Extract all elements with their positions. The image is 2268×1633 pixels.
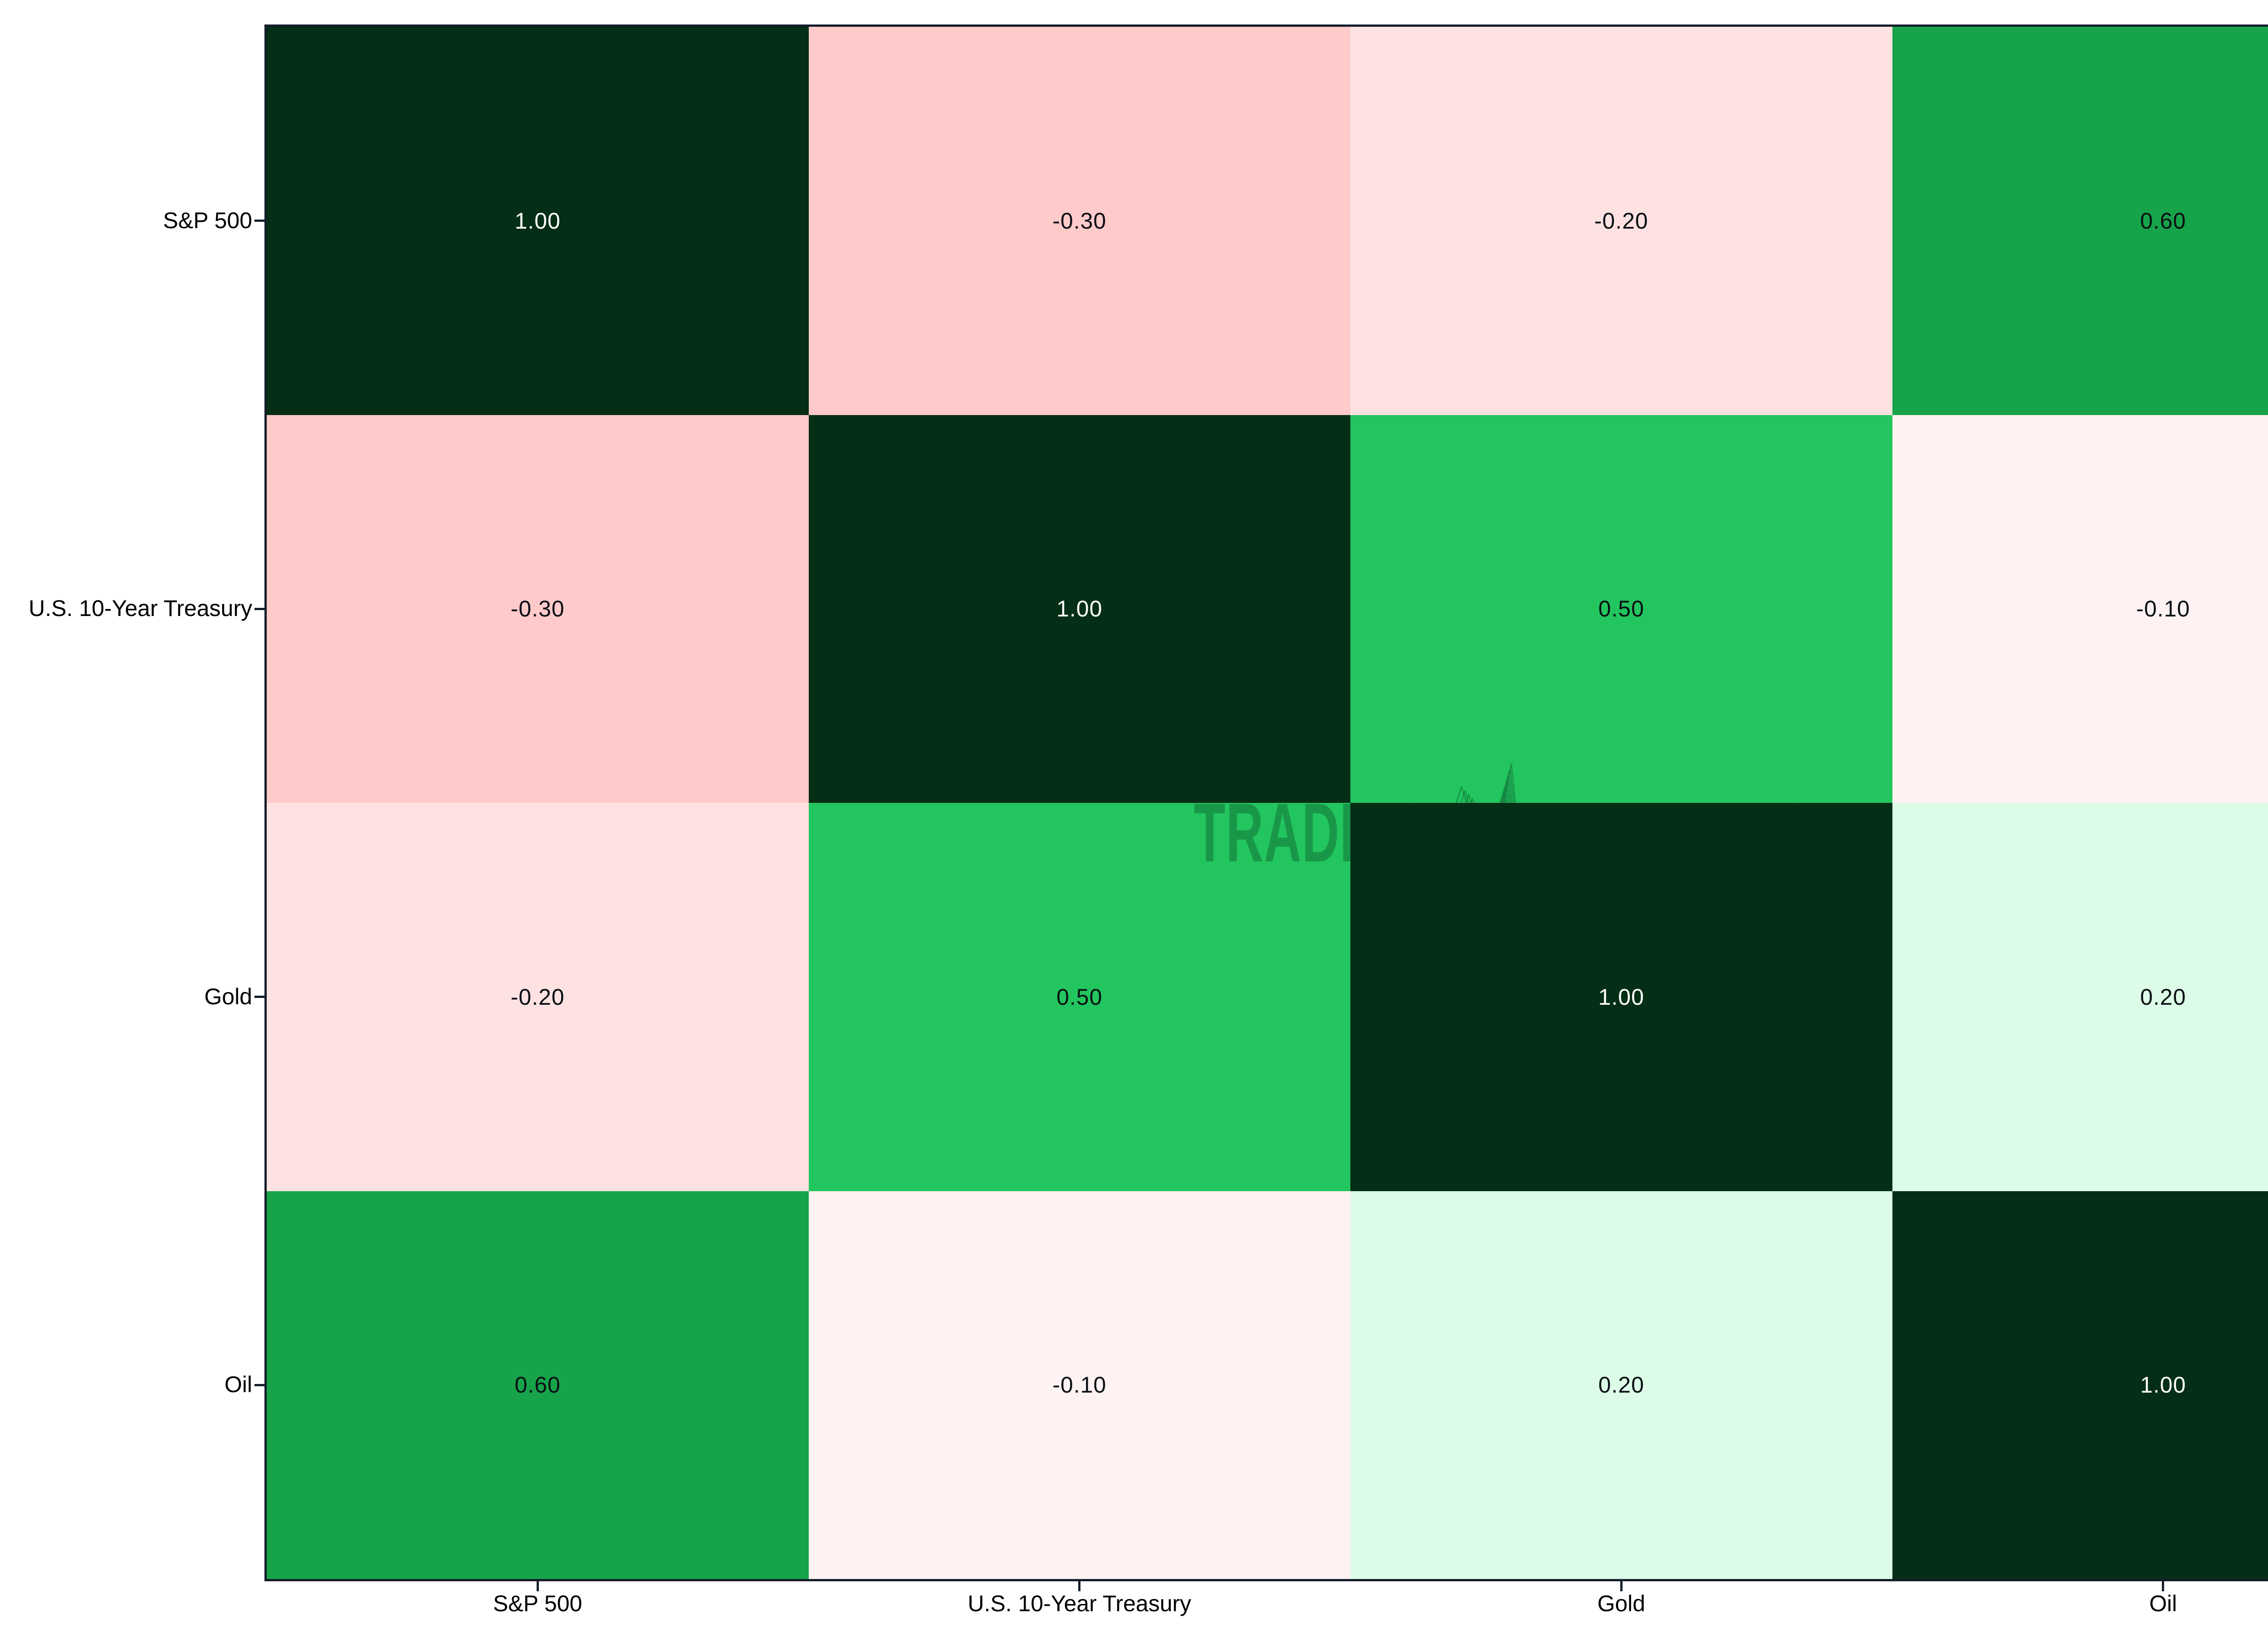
axis-tick-mark bbox=[1078, 1581, 1081, 1591]
x-axis-tick-label: Gold bbox=[1597, 1591, 1646, 1616]
heatmap-cell: 1.00 bbox=[267, 27, 809, 415]
heatmap-cell: -0.20 bbox=[1350, 27, 1892, 415]
cell-annotation: -0.20 bbox=[510, 984, 565, 1010]
heatmap-cell: 0.60 bbox=[1892, 27, 2268, 415]
cell-annotation: 0.20 bbox=[1598, 1372, 1644, 1398]
heatmap-cell: 1.00 bbox=[1350, 803, 1892, 1191]
axis-tick-mark bbox=[254, 996, 264, 998]
cell-annotation: 0.60 bbox=[2140, 208, 2186, 234]
x-axis-tick-label: Oil bbox=[2149, 1591, 2177, 1616]
axis-tick-mark bbox=[2162, 1581, 2165, 1591]
y-axis-tick-label: U.S. 10-Year Treasury bbox=[29, 596, 252, 621]
y-axis-tick-label: S&P 500 bbox=[163, 207, 252, 233]
cell-annotation: -0.30 bbox=[1052, 208, 1107, 234]
heatmap-cell: -0.20 bbox=[267, 803, 809, 1191]
cell-annotation: 0.50 bbox=[1598, 596, 1644, 622]
heatmap-cell: 0.50 bbox=[808, 803, 1350, 1191]
cell-annotation: -0.20 bbox=[1594, 208, 1648, 234]
cell-annotation: 1.00 bbox=[514, 208, 561, 234]
cell-annotation: 1.00 bbox=[1598, 984, 1644, 1010]
heatmap-cell: 0.20 bbox=[1350, 1191, 1892, 1579]
cell-annotation: 0.50 bbox=[1056, 984, 1103, 1010]
heatmap-cell: 0.20 bbox=[1892, 803, 2268, 1191]
heatmap-cell: 1.00 bbox=[1892, 1191, 2268, 1579]
axis-tick-mark bbox=[254, 220, 264, 222]
heatmap-cell: -0.30 bbox=[267, 415, 809, 803]
heatmap-cell: -0.10 bbox=[808, 1191, 1350, 1579]
axis-tick-mark bbox=[254, 1384, 264, 1386]
heatmap-plot-area: 1.00 -0.30 -0.20 0.60 -0.30 1.00 0.50 -0.10 -0.2… bbox=[264, 24, 2268, 1581]
heatmap-cell: 1.00 bbox=[808, 415, 1350, 803]
heatmap-cell: -0.30 bbox=[808, 27, 1350, 415]
cell-annotation: -0.30 bbox=[510, 596, 565, 622]
heatmap-cell: -0.10 bbox=[1892, 415, 2268, 803]
cell-annotation: -0.10 bbox=[1052, 1372, 1107, 1398]
cell-annotation: 0.20 bbox=[2140, 984, 2186, 1010]
heatmap-cell: 0.50 bbox=[1350, 415, 1892, 803]
y-axis-tick-label: Oil bbox=[224, 1372, 252, 1398]
cell-annotation: 1.00 bbox=[1056, 596, 1103, 622]
axis-tick-mark bbox=[1620, 1581, 1623, 1591]
x-axis-tick-label: U.S. 10-Year Treasury bbox=[968, 1591, 1192, 1616]
x-axis-tick-label: S&P 500 bbox=[493, 1591, 582, 1616]
axis-tick-mark bbox=[536, 1581, 539, 1591]
axis-tick-mark bbox=[254, 607, 264, 610]
y-axis-tick-label: Gold bbox=[204, 983, 252, 1009]
cell-annotation: 0.60 bbox=[514, 1372, 561, 1398]
cell-annotation: -0.10 bbox=[2136, 596, 2190, 622]
cell-annotation: 1.00 bbox=[2140, 1372, 2186, 1398]
heatmap-cell: 0.60 bbox=[267, 1191, 809, 1579]
